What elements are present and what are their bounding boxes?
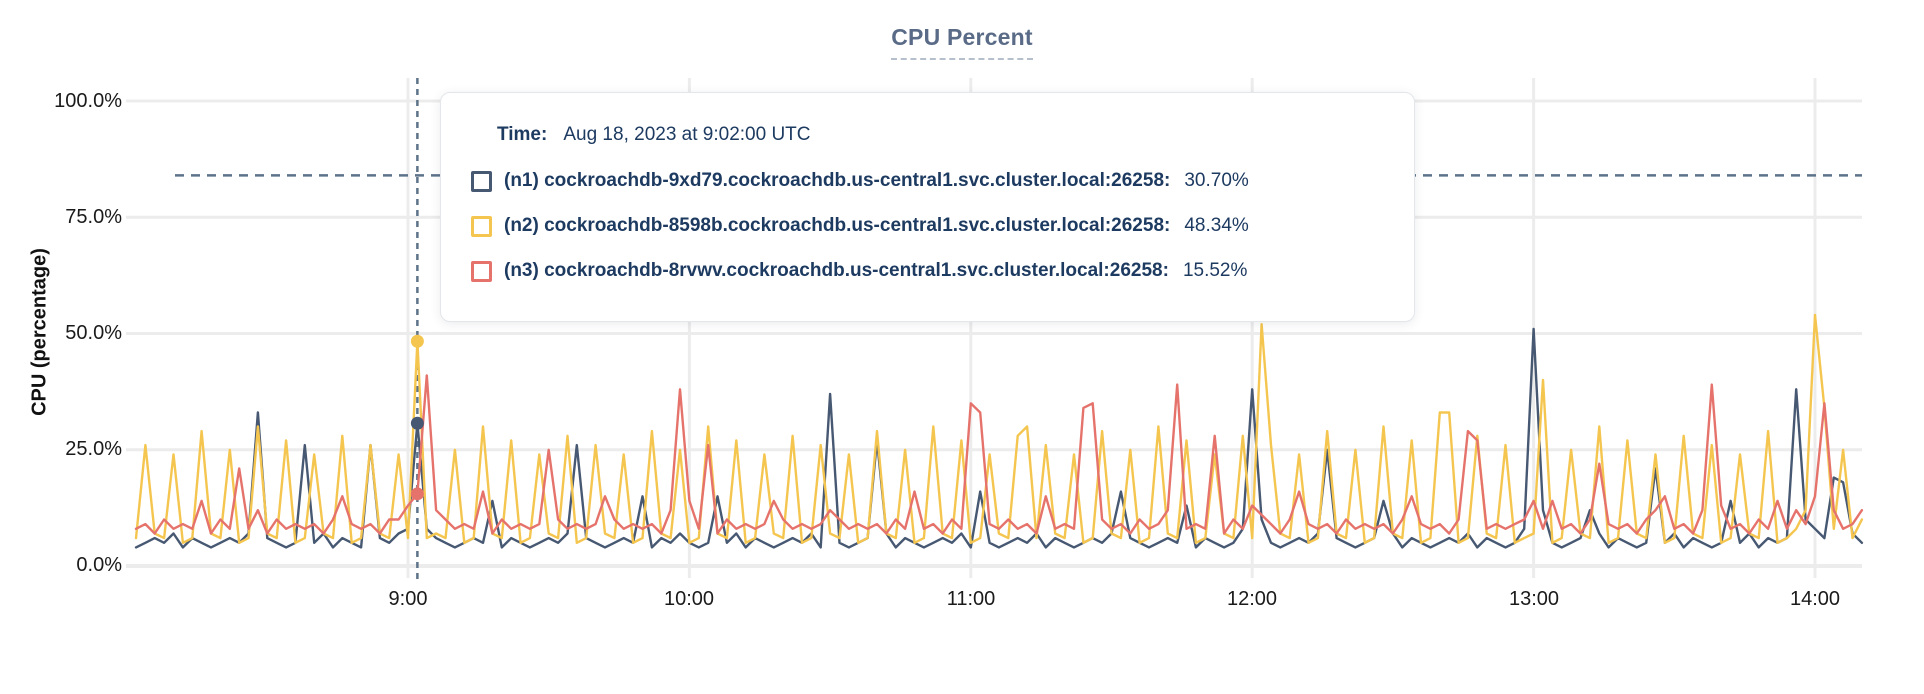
series-n3-label: (n3) cockroachdb-8rvwv.cockroachdb.us-ce… xyxy=(504,260,1169,281)
x-tick-label: 13:00 xyxy=(1508,588,1560,610)
x-tick-label: 11:00 xyxy=(946,588,996,610)
tooltip-series-row-n2: (n2) cockroachdb-8598b.cockroachdb.us-ce… xyxy=(471,213,1378,239)
x-tick-label: 9:00 xyxy=(388,588,428,610)
series-n2-value: 48.34% xyxy=(1184,215,1249,236)
series-n3-value: 15.52% xyxy=(1182,260,1248,281)
y-tick-label: 50.0% xyxy=(65,322,122,344)
series-n3-swatch-icon xyxy=(471,260,492,282)
tooltip-series-row-n1: (n1) cockroachdb-9xd79.cockroachdb.us-ce… xyxy=(471,168,1378,194)
chart-title[interactable]: CPU Percent xyxy=(891,24,1033,60)
series-n1-swatch-icon xyxy=(471,170,492,192)
y-tick-label: 0.0% xyxy=(76,554,122,576)
y-tick-label: 25.0% xyxy=(65,438,122,460)
y-tick-label: 100.0% xyxy=(54,90,122,112)
series-n1-label: (n1) cockroachdb-9xd79.cockroachdb.us-ce… xyxy=(504,170,1171,191)
series-n2-swatch-icon xyxy=(471,215,492,237)
tooltip-time-value: Aug 18, 2023 at 9:02:00 UTC xyxy=(563,124,811,145)
tooltip-time-label: Time: xyxy=(497,124,548,145)
series-n1-value: 30.70% xyxy=(1184,170,1249,191)
chart-header: CPU Percent xyxy=(0,24,1924,60)
tooltip-time-row: Time: Aug 18, 2023 at 9:02:00 UTC xyxy=(471,122,1378,148)
x-tick-label: 10:00 xyxy=(663,588,715,610)
y-tick-label: 75.0% xyxy=(65,206,122,228)
x-tick-label: 14:00 xyxy=(1789,588,1841,610)
x-tick-label: 12:00 xyxy=(1226,588,1278,610)
hover-tooltip: Time: Aug 18, 2023 at 9:02:00 UTC (n1) c… xyxy=(440,92,1415,322)
tooltip-series-row-n3: (n3) cockroachdb-8rvwv.cockroachdb.us-ce… xyxy=(471,258,1378,284)
series-n2-label: (n2) cockroachdb-8598b.cockroachdb.us-ce… xyxy=(504,215,1171,236)
